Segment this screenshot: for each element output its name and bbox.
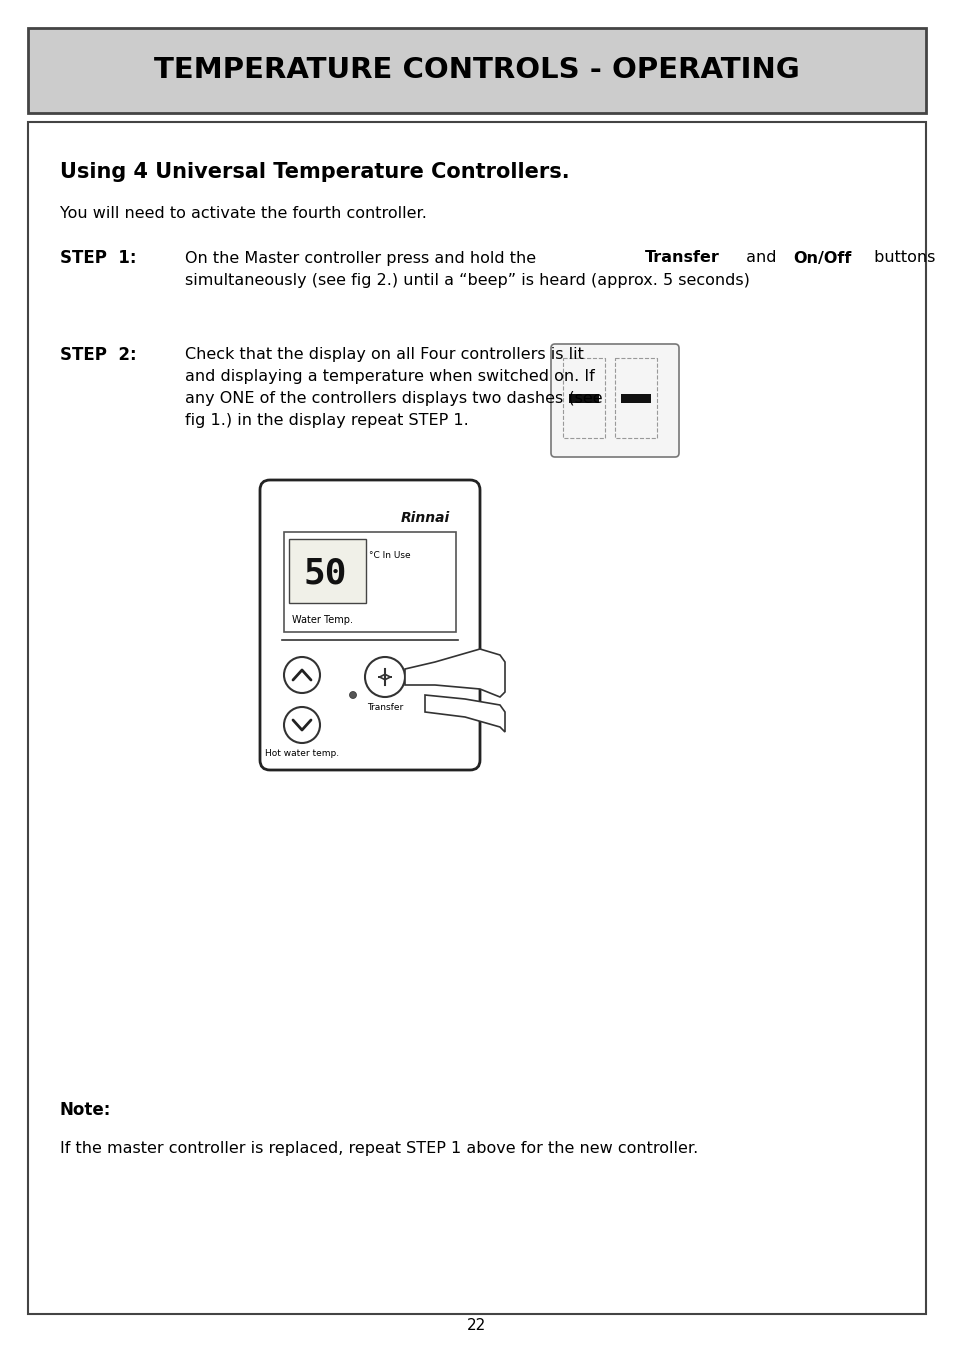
Text: buttons: buttons (868, 251, 935, 266)
FancyBboxPatch shape (568, 394, 598, 403)
Text: STEP  2:: STEP 2: (60, 346, 136, 364)
Circle shape (284, 706, 319, 743)
Text: On/Off: On/Off (793, 251, 851, 266)
Text: °C In Use: °C In Use (369, 551, 410, 561)
Text: Transfer: Transfer (644, 251, 719, 266)
Text: simultaneously (see fig 2.) until a “beep” is heard (approx. 5 seconds): simultaneously (see fig 2.) until a “bee… (185, 272, 749, 287)
FancyBboxPatch shape (289, 539, 366, 603)
Text: Using 4 Universal Temperature Controllers.: Using 4 Universal Temperature Controller… (60, 162, 569, 182)
Text: Rinnai: Rinnai (400, 511, 450, 524)
Circle shape (365, 656, 405, 697)
FancyBboxPatch shape (284, 532, 456, 632)
Text: TEMPERATURE CONTROLS - OPERATING: TEMPERATURE CONTROLS - OPERATING (154, 57, 799, 84)
Circle shape (349, 692, 356, 698)
Text: If the master controller is replaced, repeat STEP 1 above for the new controller: If the master controller is replaced, re… (60, 1140, 698, 1155)
Text: Transfer: Transfer (367, 702, 403, 712)
Polygon shape (405, 648, 504, 697)
FancyBboxPatch shape (620, 394, 650, 403)
Text: fig 1.) in the display repeat STEP 1.: fig 1.) in the display repeat STEP 1. (185, 414, 468, 429)
Text: Hot water temp.: Hot water temp. (265, 748, 338, 758)
FancyBboxPatch shape (551, 344, 679, 457)
Text: You will need to activate the fourth controller.: You will need to activate the fourth con… (60, 205, 426, 221)
Text: any ONE of the controllers displays two dashes (see: any ONE of the controllers displays two … (185, 391, 602, 407)
Text: Note:: Note: (60, 1101, 112, 1119)
Circle shape (284, 656, 319, 693)
Text: and: and (740, 251, 781, 266)
FancyBboxPatch shape (28, 123, 925, 1314)
Text: STEP  1:: STEP 1: (60, 249, 136, 267)
Text: and displaying a temperature when switched on. If: and displaying a temperature when switch… (185, 369, 594, 384)
Text: Check that the display on all Four controllers is lit: Check that the display on all Four contr… (185, 348, 583, 363)
Text: Water Temp.: Water Temp. (292, 615, 353, 625)
Text: On the Master controller press and hold the: On the Master controller press and hold … (185, 251, 540, 266)
FancyBboxPatch shape (562, 359, 604, 438)
Polygon shape (424, 696, 504, 732)
Text: 22: 22 (467, 1318, 486, 1333)
Text: 50: 50 (303, 557, 346, 590)
FancyBboxPatch shape (260, 480, 479, 770)
FancyBboxPatch shape (28, 28, 925, 113)
FancyBboxPatch shape (615, 359, 657, 438)
